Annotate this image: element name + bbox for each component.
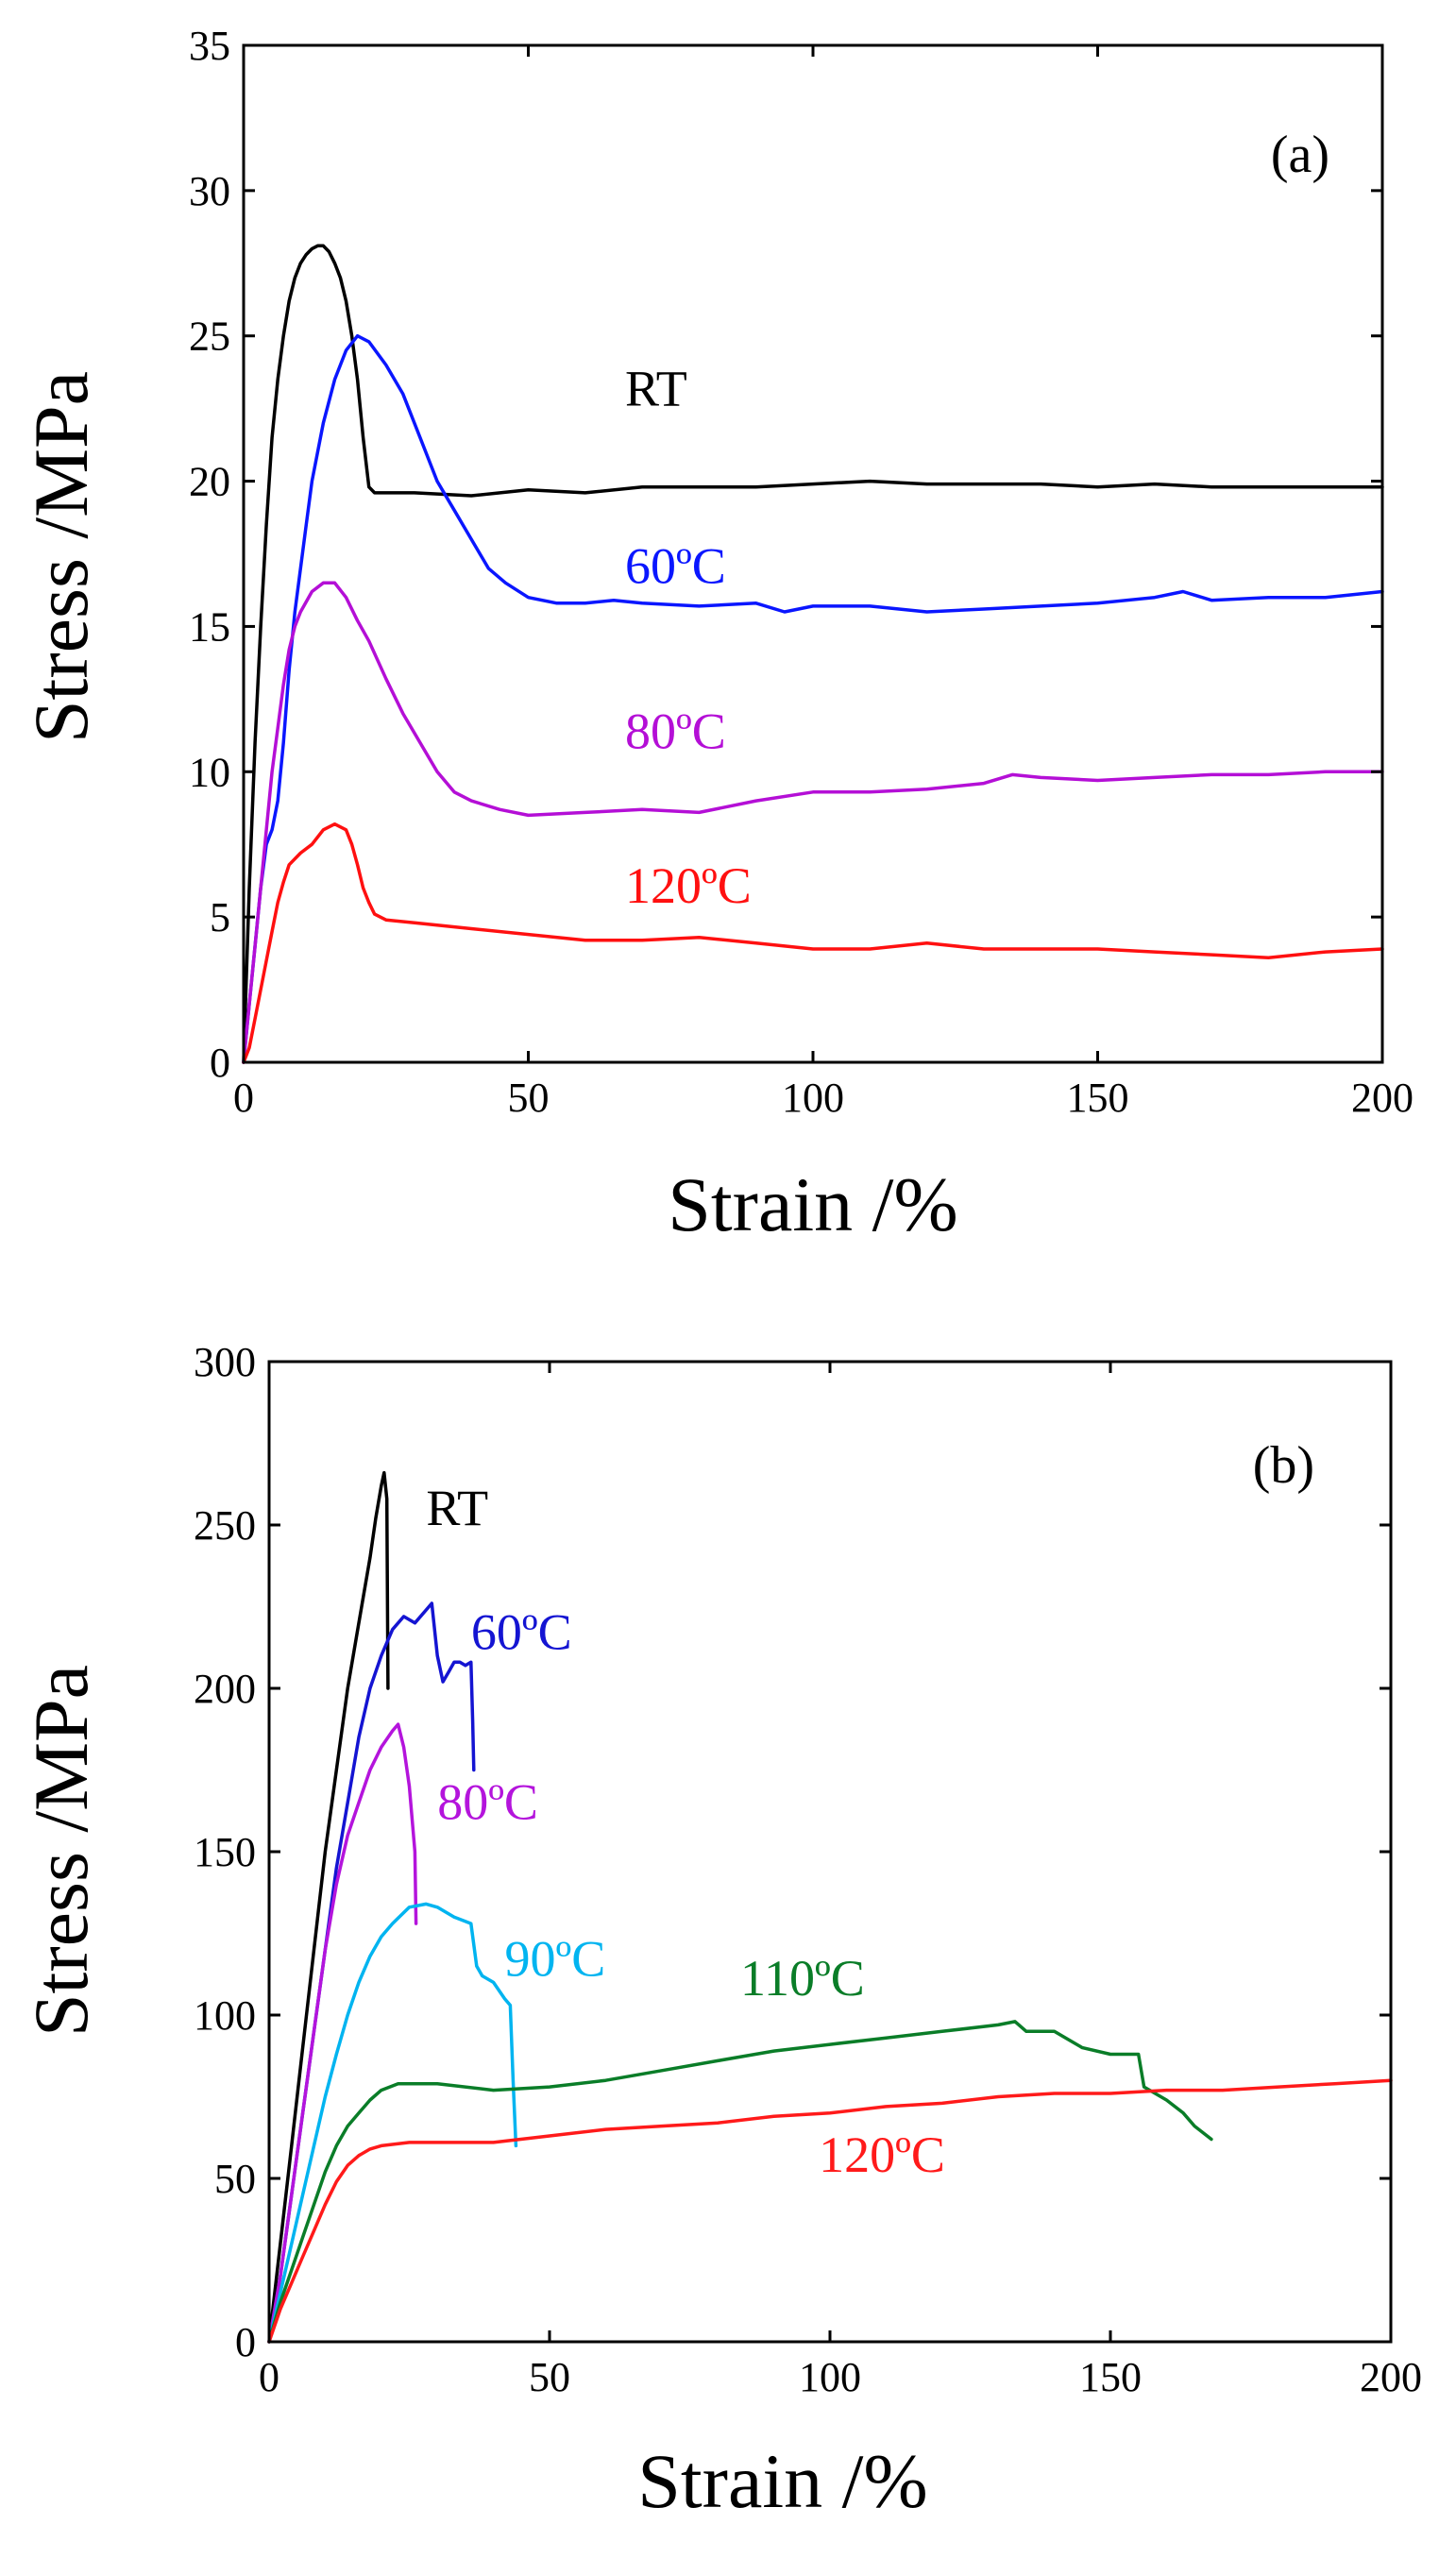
y-tick-label-a-7: 35 xyxy=(189,23,230,69)
series-line-a-0 xyxy=(242,244,1384,1064)
series-line-b-4 xyxy=(267,2020,1213,2344)
x-tick-label-a-1: 50 xyxy=(508,1075,550,1121)
y-tick-label-b-4: 200 xyxy=(194,1666,256,1712)
series-line-b-5 xyxy=(267,2078,1393,2344)
y-tick-label-b-1: 50 xyxy=(214,2156,256,2202)
series-line-a-1 xyxy=(242,333,1384,1064)
x-tick-label-b-1: 50 xyxy=(529,2354,570,2400)
x-tick-label-b-4: 200 xyxy=(1360,2354,1422,2400)
ticks-a: 0 50 100 150 200 0 5 10 15 20 25 30 35 xyxy=(189,23,1414,1121)
series-label-a-0: RT xyxy=(625,361,687,417)
x-tick-label-a-2: 100 xyxy=(782,1075,844,1121)
series-line-a-3 xyxy=(242,822,1384,1064)
series-label-b-4: 110ºC xyxy=(740,1950,865,2007)
y-tick-label-b-2: 100 xyxy=(194,1992,256,2039)
panel-label-b: (b) xyxy=(1253,1436,1314,1495)
chart-panel-a: 0 50 100 150 200 0 5 10 15 20 25 30 35 (a) Strain /%… xyxy=(18,23,1414,1247)
series-label-a-2: 80ºC xyxy=(625,703,726,760)
x-tick-label-a-3: 150 xyxy=(1067,1075,1129,1121)
series-line-b-3 xyxy=(267,1902,518,2344)
y-tick-label-a-1: 5 xyxy=(210,894,230,940)
y-axis-label-a: Stress /MPa xyxy=(18,371,104,743)
y-axis-label-b: Stress /MPa xyxy=(18,1665,104,2037)
x-tick-label-a-4: 200 xyxy=(1351,1075,1414,1121)
y-tick-label-a-5: 25 xyxy=(189,313,230,360)
series-label-a-1: 60ºC xyxy=(625,537,726,594)
series-line-b-2 xyxy=(267,1722,418,2344)
y-tick-label-b-6: 300 xyxy=(194,1339,256,1385)
series-annotations-b: RT 60ºC 80ºC 90ºC 110ºC 120ºC xyxy=(426,1480,945,2183)
y-tick-label-a-2: 10 xyxy=(189,749,230,795)
y-tick-label-b-3: 150 xyxy=(194,1829,256,1875)
ticks-b: 0 50 100 150 200 0 50 100 150 200 250 300 xyxy=(194,1339,1422,2400)
series-label-b-5: 120ºC xyxy=(819,2126,945,2183)
x-tick-label-b-0: 0 xyxy=(259,2354,279,2400)
x-tick-label-b-3: 150 xyxy=(1079,2354,1142,2400)
x-tick-label-a-0: 0 xyxy=(233,1075,254,1121)
x-tick-label-b-2: 100 xyxy=(799,2354,861,2400)
x-axis-label-b: Strain /% xyxy=(637,2438,927,2524)
series-layer-b xyxy=(267,1470,1393,2344)
y-tick-label-a-6: 30 xyxy=(189,168,230,214)
series-line-b-0 xyxy=(267,1470,390,2344)
y-tick-label-b-5: 250 xyxy=(194,1502,256,1549)
panel-label-a: (a) xyxy=(1271,126,1329,184)
series-label-b-3: 90ºC xyxy=(504,1930,605,1987)
series-label-b-0: RT xyxy=(426,1480,488,1536)
chart-panel-b: 0 50 100 150 200 0 50 100 150 200 250 300 (b) Strai… xyxy=(18,1339,1422,2524)
y-tick-label-a-4: 20 xyxy=(189,459,230,505)
x-axis-label-a: Strain /% xyxy=(668,1161,957,1247)
y-tick-label-b-0: 0 xyxy=(235,2319,256,2365)
series-annotations-a: RT 60ºC 80ºC 120ºC xyxy=(625,361,752,914)
y-tick-label-a-3: 15 xyxy=(189,603,230,650)
series-layer-a xyxy=(242,244,1384,1064)
series-label-b-2: 80ºC xyxy=(437,1773,538,1830)
series-line-a-2 xyxy=(242,581,1384,1064)
series-label-b-1: 60ºC xyxy=(471,1603,572,1660)
y-tick-label-a-0: 0 xyxy=(210,1040,230,1086)
series-label-a-3: 120ºC xyxy=(625,857,752,914)
